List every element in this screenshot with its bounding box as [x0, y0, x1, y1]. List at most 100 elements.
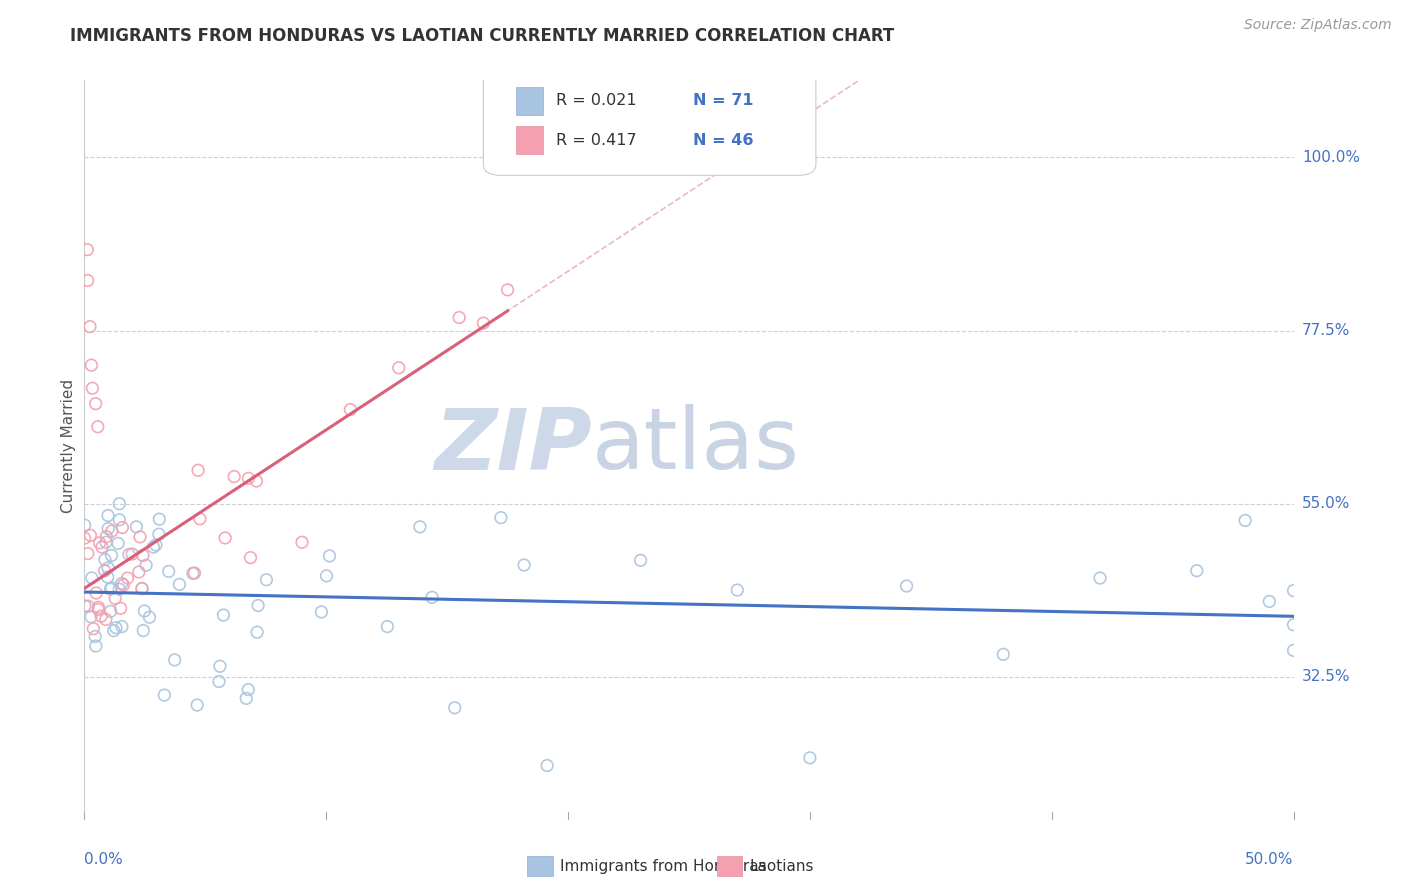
Point	[101, 524, 124, 538]
Text: N = 71: N = 71	[693, 94, 754, 108]
Point	[1185, 564, 1208, 578]
Point	[89, 536, 111, 550]
Point	[311, 605, 333, 619]
Bar	[516, 87, 543, 115]
Point	[208, 659, 231, 673]
Point	[409, 520, 432, 534]
Point	[87, 602, 110, 616]
Point	[183, 566, 205, 580]
Point	[94, 535, 117, 549]
Text: atlas: atlas	[592, 404, 800, 488]
Text: IMMIGRANTS FROM HONDURAS VS LAOTIAN CURRENTLY MARRIED CORRELATION CHART: IMMIGRANTS FROM HONDURAS VS LAOTIAN CURR…	[70, 27, 894, 45]
Point	[128, 565, 150, 579]
Point	[496, 283, 519, 297]
Point	[94, 552, 117, 566]
Text: 50.0%: 50.0%	[1246, 852, 1294, 867]
Point	[291, 535, 314, 549]
Point	[138, 610, 160, 624]
Point	[84, 586, 107, 600]
Point	[1282, 643, 1305, 657]
Point	[153, 688, 176, 702]
Point	[82, 622, 104, 636]
Point	[132, 549, 155, 563]
Point	[238, 471, 260, 485]
Point	[148, 512, 170, 526]
Point	[449, 310, 471, 325]
Point	[1258, 594, 1281, 608]
Point	[725, 582, 748, 597]
Point	[315, 569, 337, 583]
Text: 100.0%: 100.0%	[1302, 150, 1360, 165]
Point	[208, 674, 231, 689]
Text: N = 46: N = 46	[693, 133, 754, 148]
Point	[163, 653, 186, 667]
Point	[82, 381, 104, 395]
Point	[145, 538, 167, 552]
Point	[79, 319, 101, 334]
Point	[84, 630, 107, 644]
FancyBboxPatch shape	[484, 58, 815, 176]
Point	[73, 518, 96, 533]
Point	[214, 531, 236, 545]
Point	[247, 599, 270, 613]
Point	[121, 547, 143, 561]
Point	[111, 619, 134, 633]
Point	[169, 577, 191, 591]
Point	[97, 570, 120, 584]
Point	[375, 619, 398, 633]
Text: 32.5%: 32.5%	[1302, 670, 1350, 684]
Point	[87, 600, 110, 615]
Point	[108, 513, 131, 527]
Point	[93, 564, 115, 578]
Point	[246, 625, 269, 640]
Point	[76, 243, 98, 257]
Text: Laotians: Laotians	[749, 859, 814, 873]
Point	[993, 648, 1015, 662]
Point	[100, 581, 122, 595]
Point	[799, 751, 821, 765]
Point	[238, 682, 260, 697]
Point	[157, 565, 180, 579]
Point	[135, 558, 157, 573]
Point	[339, 402, 361, 417]
Text: ZIP: ZIP	[434, 404, 592, 488]
Point	[111, 576, 134, 591]
Point	[107, 536, 129, 550]
Point	[443, 700, 465, 714]
Point	[104, 591, 127, 606]
Point	[131, 582, 153, 596]
Point	[97, 508, 120, 523]
Point	[472, 316, 495, 330]
Point	[111, 520, 134, 534]
Point	[896, 579, 918, 593]
Point	[224, 469, 246, 483]
Point	[148, 527, 170, 541]
Point	[118, 548, 141, 562]
Point	[235, 691, 257, 706]
Text: R = 0.021: R = 0.021	[555, 94, 637, 108]
Point	[100, 582, 122, 596]
Point	[1282, 583, 1305, 598]
Point	[181, 566, 204, 581]
Bar	[516, 127, 543, 154]
Point	[91, 540, 114, 554]
Point	[84, 397, 107, 411]
Point	[388, 360, 411, 375]
Point	[134, 604, 156, 618]
Point	[142, 540, 165, 554]
Point	[1088, 571, 1111, 585]
Point	[76, 273, 98, 287]
Point	[132, 624, 155, 638]
Point	[84, 639, 107, 653]
Point	[110, 601, 132, 615]
Text: R = 0.417: R = 0.417	[555, 133, 637, 148]
Point	[536, 758, 558, 772]
Point	[100, 604, 122, 618]
Text: 0.0%: 0.0%	[84, 852, 124, 867]
Text: Source: ZipAtlas.com: Source: ZipAtlas.com	[1244, 18, 1392, 32]
Point	[105, 621, 128, 635]
Point	[94, 612, 117, 626]
Point	[97, 561, 120, 575]
Point	[79, 528, 101, 542]
Point	[254, 573, 277, 587]
